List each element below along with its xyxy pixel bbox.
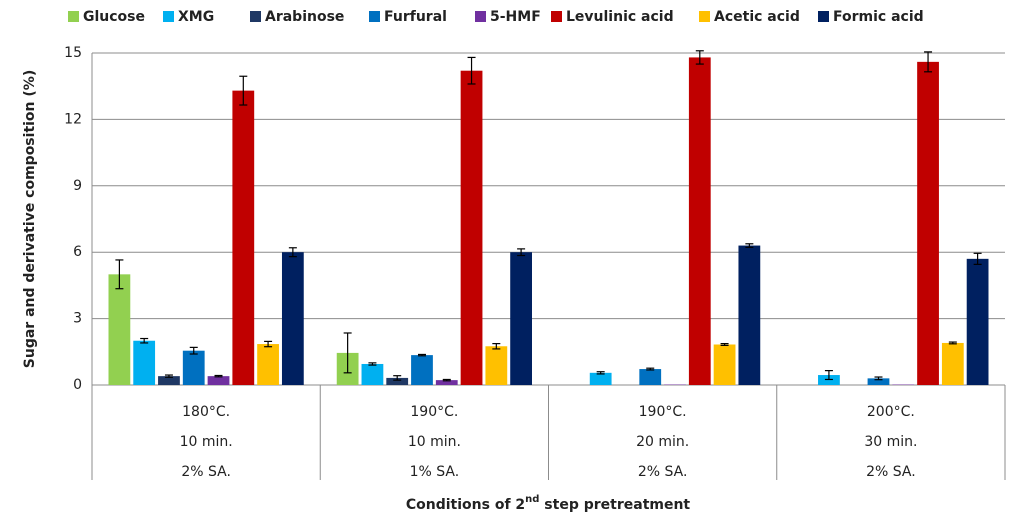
legend-swatch (163, 11, 174, 22)
legend-label: Furfural (384, 9, 447, 25)
bar (713, 344, 736, 385)
bar (738, 245, 761, 385)
x-axis-title-sup: nd (525, 494, 539, 505)
x-tick-label: 180°C. (182, 404, 230, 420)
x-axis-title-text: Conditions of 2 (406, 497, 525, 513)
bar (688, 57, 711, 385)
y-tick-label: 0 (73, 377, 82, 393)
legend-swatch (551, 11, 562, 22)
bar (639, 369, 662, 385)
bar (108, 274, 131, 385)
x-tick-label: 2% SA. (866, 464, 916, 480)
x-tick-label: 200°C. (867, 404, 915, 420)
y-tick-label: 6 (73, 244, 82, 260)
bar (510, 252, 532, 385)
bar (386, 377, 409, 385)
legend-swatch (818, 11, 829, 22)
bar (917, 61, 939, 385)
y-tick-label: 12 (64, 111, 82, 127)
x-tick-label: 2% SA. (638, 464, 688, 480)
legend-swatch (699, 11, 710, 22)
y-tick-label: 9 (73, 178, 82, 194)
bar (257, 344, 279, 385)
x-tick-label: 30 min. (864, 434, 917, 450)
bar (411, 355, 433, 385)
legend-label: Levulinic acid (566, 9, 674, 25)
legend-label: XMG (178, 9, 214, 25)
bar (589, 372, 612, 385)
legend-label: Formic acid (833, 9, 924, 25)
bar (941, 342, 964, 385)
legend-swatch (369, 11, 380, 22)
bar (158, 376, 180, 385)
bar (182, 350, 205, 385)
y-tick-label: 15 (64, 45, 82, 61)
legend-swatch (475, 11, 486, 22)
x-tick-label: 10 min. (180, 434, 233, 450)
x-axis-title: Conditions of 2nd step pretreatment (406, 494, 691, 513)
legend-label: Acetic acid (714, 9, 800, 25)
legend-swatch (250, 11, 261, 22)
bar (281, 252, 304, 385)
y-tick-label: 3 (73, 311, 82, 327)
x-tick-label: 1% SA. (410, 464, 460, 480)
bar (133, 340, 156, 385)
x-axis-title-rest: step pretreatment (539, 497, 690, 513)
bar (361, 363, 384, 385)
legend-label: Glucose (83, 9, 145, 25)
bar (485, 346, 508, 385)
legend-label: 5-HMF (490, 9, 541, 25)
legend-swatch (68, 11, 79, 22)
bar (232, 90, 255, 386)
x-tick-label: 190°C. (639, 404, 687, 420)
y-axis-title: Sugar and derivative composition (%) (22, 70, 38, 368)
bar (867, 378, 890, 385)
legend-label: Arabinose (265, 9, 344, 25)
bar (460, 70, 483, 385)
x-tick-label: 190°C. (410, 404, 458, 420)
bar (435, 380, 458, 385)
bar (966, 258, 989, 385)
x-tick-label: 20 min. (636, 434, 689, 450)
bar (207, 376, 230, 385)
x-tick-label: 2% SA. (181, 464, 231, 480)
x-tick-label: 10 min. (408, 434, 461, 450)
